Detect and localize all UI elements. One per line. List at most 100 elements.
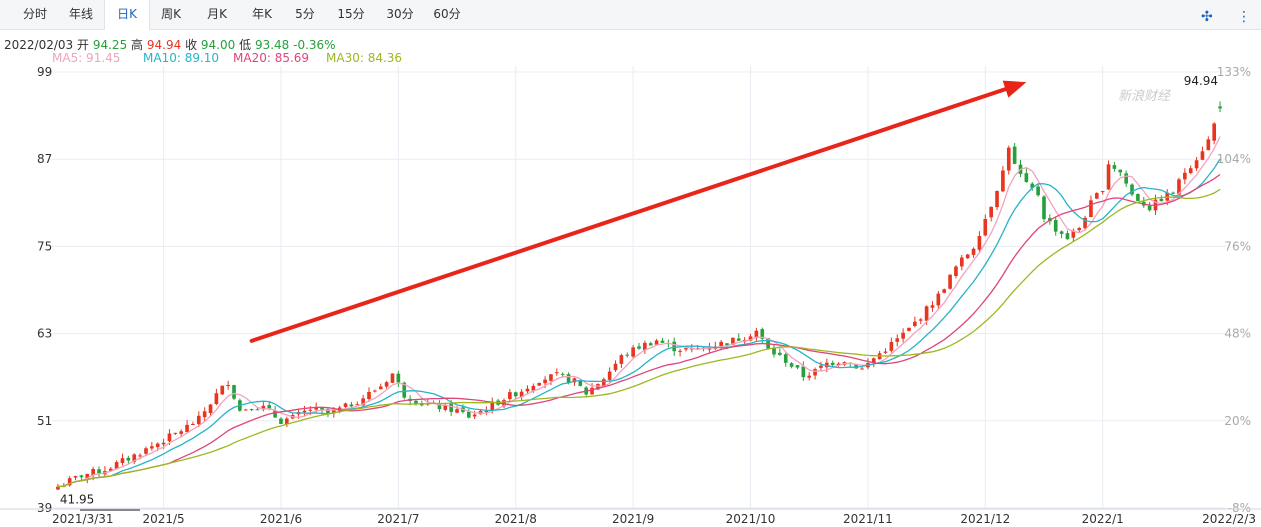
x-tick-label: 2022/1 [1082, 512, 1124, 526]
pct-tick-label: 104% [1217, 152, 1251, 166]
tab-1[interactable]: 年线 [68, 7, 93, 21]
candle-body [349, 404, 354, 407]
candle-body [161, 442, 166, 445]
candle-body [1089, 200, 1093, 218]
candle-body [56, 486, 60, 490]
candle-body [1177, 179, 1181, 195]
candle-body [120, 458, 125, 464]
candle-body [320, 407, 324, 410]
tab-2[interactable]: 日K [104, 0, 150, 30]
candle-body [1036, 186, 1040, 196]
candle-body [543, 379, 547, 384]
legend-ma20: MA20: 85.69 [233, 51, 310, 65]
x-tick-label: 2021/9 [612, 512, 654, 526]
pct-tick-label: 48% [1224, 327, 1251, 341]
candle-body [1159, 198, 1164, 202]
tab-8[interactable]: 30分 [386, 7, 414, 21]
candle-body [1012, 146, 1017, 164]
candle-body [731, 337, 735, 345]
candle-body [983, 219, 988, 236]
candle-body [883, 351, 888, 353]
candle-body [214, 393, 219, 405]
candle-body [502, 400, 506, 407]
candle-body [466, 411, 471, 418]
tab-3[interactable]: 周K [161, 7, 181, 21]
candle-body [1212, 123, 1217, 141]
candle-body [91, 468, 95, 476]
info-low-label: 低 [239, 38, 252, 52]
candle-body [631, 347, 635, 357]
candle-body [79, 475, 84, 478]
candle-body [449, 403, 454, 412]
tab-4[interactable]: 月K [207, 7, 227, 21]
candle-body [243, 409, 248, 411]
tab-0[interactable]: 分时 [22, 7, 47, 21]
ohlc-info-line: 2022/02/03 开 94.25 高 94.94 收 94.00 低 93.… [4, 36, 336, 53]
candle-body [443, 404, 448, 410]
candle-body [437, 403, 442, 410]
candle-body [836, 363, 841, 366]
candle-body [954, 266, 958, 277]
candle-body [373, 390, 377, 392]
tab-5[interactable]: 年K [252, 7, 272, 21]
candle-body [1030, 183, 1035, 188]
candle-body [736, 338, 741, 341]
candle-body [97, 469, 101, 474]
candle-body [995, 191, 999, 208]
candle-body [907, 327, 911, 331]
y-tick-label: 63 [37, 327, 52, 341]
candle-body [930, 305, 935, 308]
candle-body [895, 338, 900, 342]
x-tick-label: 2021/5 [142, 512, 184, 526]
candle-body [625, 354, 630, 356]
trend-arrow-shaft [249, 87, 1008, 343]
info-high-label: 高 [131, 38, 144, 52]
candle-body [1094, 193, 1099, 199]
candle-body [549, 374, 553, 381]
candle-body [830, 362, 835, 365]
candle-body [924, 306, 929, 321]
candle-body [819, 365, 823, 368]
candle-body [572, 378, 577, 383]
candle-body [414, 400, 418, 404]
candle-body [255, 409, 260, 411]
ma10-line [57, 158, 1221, 488]
legend-ma10: MA10: 89.10 [143, 51, 220, 65]
candle-body [208, 404, 213, 414]
candle-body [1100, 191, 1105, 193]
candle-body [402, 382, 407, 398]
candle-body [795, 365, 800, 368]
candle-body [601, 379, 606, 386]
candle-body [772, 348, 776, 355]
candle-body [959, 257, 964, 267]
candle-body [150, 446, 154, 449]
candle-body [1042, 196, 1046, 220]
y-tick-label: 51 [37, 414, 52, 428]
candle-body [607, 371, 612, 380]
tab-6[interactable]: 5分 [295, 7, 315, 21]
vertical-dots-icon[interactable]: ⋮ [1237, 9, 1251, 25]
tab-9[interactable]: 60分 [433, 7, 461, 21]
x-tick-label: 2021/7 [377, 512, 419, 526]
candle-body [67, 478, 72, 486]
pct-tick-label: 20% [1224, 414, 1251, 428]
candle-body [871, 358, 876, 363]
candle-body [578, 380, 583, 386]
candle-body [85, 473, 90, 479]
watermark-text: 新浪财经 [1118, 88, 1172, 104]
candle-body [202, 411, 207, 418]
info-date: 2022/02/03 [4, 38, 74, 52]
candle-body [361, 398, 365, 406]
x-tick-label: 2021/10 [726, 512, 776, 526]
candle-body [1200, 151, 1205, 160]
compress-arrows-icon[interactable]: ✣ [1201, 9, 1213, 25]
candle-body [302, 410, 307, 413]
candle-body [555, 372, 559, 374]
candle-body [472, 414, 477, 417]
tab-7[interactable]: 15分 [337, 7, 365, 21]
candle-body [660, 340, 665, 343]
candle-body [707, 347, 712, 350]
candle-body [1053, 219, 1058, 232]
candle-body [1024, 173, 1029, 182]
candle-body [1136, 194, 1140, 201]
